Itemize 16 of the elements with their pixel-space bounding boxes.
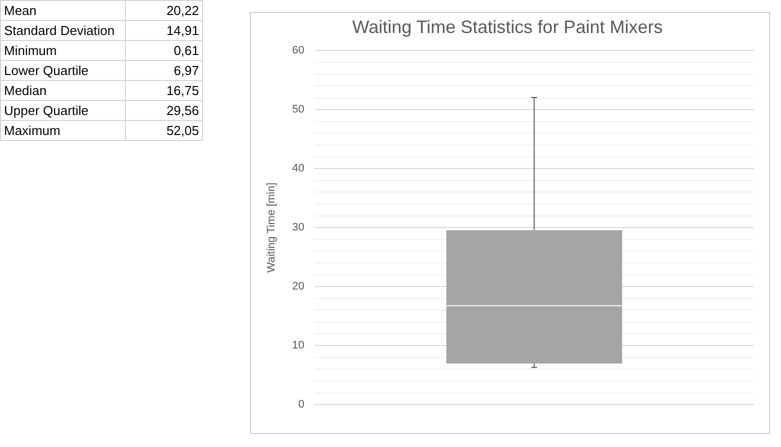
y-tick-label: 10 — [292, 340, 304, 352]
y-tick-label: 60 — [292, 44, 304, 57]
text: Upper Quartile 29,56 — [4, 103, 199, 118]
text: Maximum 52,05 — [4, 123, 199, 138]
y-tick-label: 0 — [298, 398, 304, 411]
y-tick-label: 50 — [292, 104, 304, 116]
y-axis-title: Waiting Time [min] — [266, 182, 278, 273]
text: Lower Quartile 6,97 — [4, 63, 199, 78]
text: Mean 20,22 — [4, 3, 199, 18]
text: Standard Deviation 14,91 — [4, 23, 199, 38]
text: Minimum 0,61 — [4, 43, 199, 58]
y-tick-label: 20 — [292, 280, 304, 293]
y-tick-label: 40 — [292, 162, 304, 175]
chart-title: Waiting Time Statistics for Paint Mixers — [352, 16, 663, 37]
y-tick-label: 30 — [292, 222, 304, 234]
text: Median 16,75 — [4, 83, 199, 98]
